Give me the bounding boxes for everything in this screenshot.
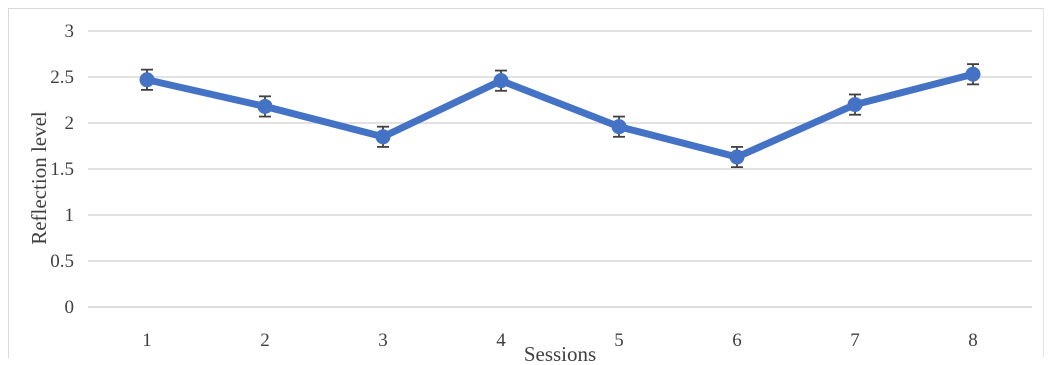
x-tick-label: 3 [378,330,388,351]
x-tick-label: 4 [496,330,506,351]
data-point [493,73,509,89]
y-tick-label: 2 [65,113,75,134]
y-tick-label: 1.5 [50,159,74,180]
data-point [139,72,155,88]
series-group [139,63,981,169]
x-tick-label: 1 [142,330,152,351]
x-tick-label: 8 [968,330,978,351]
y-tick-label: 1 [65,205,75,226]
chart-frame [8,8,1044,358]
x-tick-label: 7 [850,330,860,351]
series-line [143,70,977,161]
x-tick-labels: 1 2 3 4 5 6 7 8 [142,330,978,351]
y-axis-title: Reflection level [27,111,51,245]
y-tick-label: 0 [65,297,75,318]
gridlines [88,30,1032,308]
x-tick-label: 2 [260,330,270,351]
x-tick-label: 5 [614,330,624,351]
data-point [257,98,273,114]
y-tick-label: 2.5 [50,67,74,88]
data-point [847,97,863,113]
data-point [611,119,627,135]
x-tick-label: 6 [732,330,742,351]
y-tick-label: 3 [65,21,75,42]
data-point [965,66,981,82]
data-point [375,129,391,145]
data-point [729,149,745,165]
x-axis-title: Sessions [524,342,596,365]
y-tick-label: 0.5 [50,251,74,272]
y-tick-labels: 0 0.5 1 1.5 2 2.5 3 [50,21,74,318]
